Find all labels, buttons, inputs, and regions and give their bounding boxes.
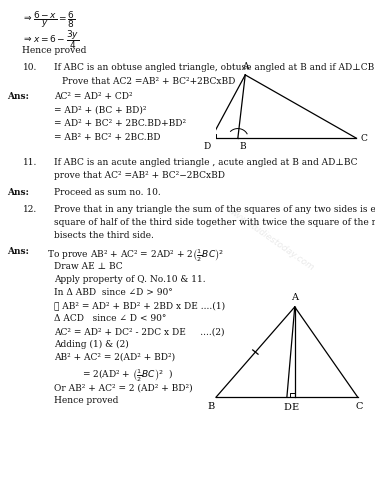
Text: AC² = AD² + DC² - 2DC x DE     ....(2): AC² = AD² + DC² - 2DC x DE ....(2) — [54, 327, 225, 336]
Text: Hence proved: Hence proved — [54, 396, 119, 405]
Text: = 2(AD² + $\left(\frac{1}{2}BC\right)^2$  ): = 2(AD² + $\left(\frac{1}{2}BC\right)^2$… — [82, 368, 174, 385]
Text: ∴ AB² = AD² + BD² + 2BD x DE ....(1): ∴ AB² = AD² + BD² + 2BD x DE ....(1) — [54, 301, 225, 310]
Text: Prove that AC2 =AB² + BC²+2BCxBD: Prove that AC2 =AB² + BC²+2BCxBD — [62, 77, 235, 86]
Text: AB² + AC² = 2(AD² + BD²): AB² + AC² = 2(AD² + BD²) — [54, 353, 176, 362]
Text: D: D — [283, 403, 291, 412]
Text: D: D — [203, 142, 210, 150]
Text: $\Rightarrow \dfrac{6-x}{y} = \dfrac{6}{8}$: $\Rightarrow \dfrac{6-x}{y} = \dfrac{6}{… — [22, 10, 75, 30]
Text: A: A — [291, 293, 298, 302]
Text: If ABC is an obtuse angled triangle, obtuse angled at B and if AD⊥CB: If ABC is an obtuse angled triangle, obt… — [54, 63, 375, 72]
Text: 12.: 12. — [22, 205, 37, 214]
Text: Proceed as sum no. 10.: Proceed as sum no. 10. — [54, 188, 161, 197]
Text: Ans:: Ans: — [8, 188, 30, 197]
Text: = AD² + (BC + BD)²: = AD² + (BC + BD)² — [54, 106, 147, 115]
Text: B: B — [239, 142, 246, 150]
Text: B: B — [208, 402, 215, 411]
Text: 11.: 11. — [22, 158, 37, 167]
Text: If ABC is an acute angled triangle , acute angled at B and AD⊥BC: If ABC is an acute angled triangle , acu… — [54, 158, 358, 167]
Text: To prove AB² + AC² = 2AD² + 2$\left(\frac{1}{2}BC\right)^2$: To prove AB² + AC² = 2AD² + 2$\left(\fra… — [47, 247, 224, 264]
Text: Or AB² + AC² = 2 (AD² + BD²): Or AB² + AC² = 2 (AD² + BD²) — [54, 383, 193, 392]
Text: Adding (1) & (2): Adding (1) & (2) — [54, 340, 129, 349]
Text: square of half of the third side together with twice the square of the median, w: square of half of the third side togethe… — [54, 218, 375, 227]
Text: = AD² + BC² + 2BC.BD+BD²: = AD² + BC² + 2BC.BD+BD² — [54, 119, 186, 128]
Text: C: C — [361, 134, 368, 143]
Text: Ans:: Ans: — [8, 247, 30, 256]
Text: $\Rightarrow x = 6 - \dfrac{3y}{4}$: $\Rightarrow x = 6 - \dfrac{3y}{4}$ — [22, 28, 80, 51]
Text: prove that AC² =AB² + BC²−2BCxBD: prove that AC² =AB² + BC²−2BCxBD — [54, 171, 225, 180]
Text: A: A — [242, 62, 249, 71]
Text: Prove that in any triangle the sum of the squares of any two sides is equal to t: Prove that in any triangle the sum of th… — [54, 205, 375, 214]
Text: bisects the third side.: bisects the third side. — [54, 231, 154, 240]
Text: Apply property of Q. No.10 & 11.: Apply property of Q. No.10 & 11. — [54, 275, 206, 285]
Text: Ans:: Ans: — [8, 92, 30, 101]
Text: In Δ ABD  since ∠D > 90°: In Δ ABD since ∠D > 90° — [54, 288, 173, 297]
Text: www.studiestoday.com: www.studiestoday.com — [225, 206, 315, 273]
Text: Draw AE ⊥ BC: Draw AE ⊥ BC — [54, 262, 123, 272]
Text: Δ ACD   since ∠ D < 90°: Δ ACD since ∠ D < 90° — [54, 314, 167, 323]
Text: E: E — [291, 403, 298, 412]
Text: C: C — [355, 402, 363, 411]
Text: 10.: 10. — [22, 63, 37, 72]
Text: Hence proved: Hence proved — [22, 46, 87, 55]
Text: AC² = AD² + CD²: AC² = AD² + CD² — [54, 92, 133, 101]
Text: = AB² + BC² + 2BC.BD: = AB² + BC² + 2BC.BD — [54, 133, 161, 142]
